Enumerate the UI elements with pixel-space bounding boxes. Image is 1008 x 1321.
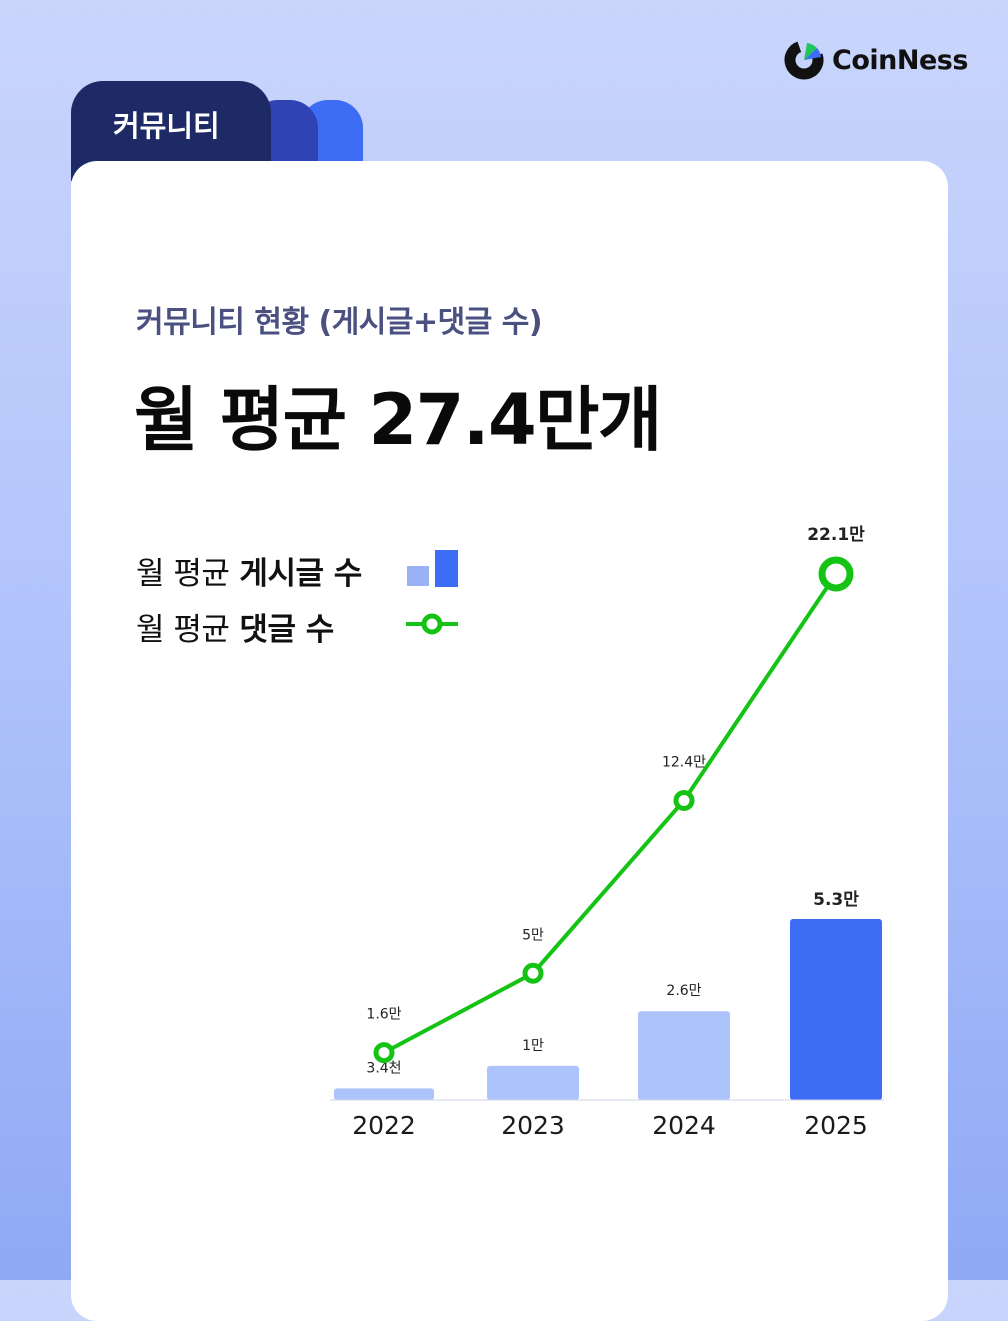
legend-comments-swatch: [406, 613, 458, 635]
point-comments-2022: [373, 1042, 395, 1064]
tab-community-label: 커뮤니티: [113, 109, 220, 143]
bar-label-2024: 2.6만: [666, 983, 701, 999]
bar-posts-2022: [334, 1088, 434, 1100]
x-tick-2024: 2024: [652, 1111, 716, 1140]
chart: 3.4천 1만 2.6만 5.3만 2022 2023 2024 2025 1.6만 5만 12.4…: [330, 525, 884, 1140]
legend-comments: 월 평균 댓글 수: [136, 604, 334, 649]
bar-label-2025: 5.3만: [813, 890, 859, 910]
legend-posts-prefix: 월 평균: [136, 556, 230, 592]
legend-posts-swatch-dark: [435, 550, 458, 587]
headline: 월 평균 27.4만개: [134, 379, 662, 461]
content-card: [71, 161, 948, 1321]
coinness-logo: CoinNess: [784, 40, 968, 80]
legend-posts: 월 평균 게시글 수: [136, 548, 362, 593]
legend-comments-bold: 댓글 수: [239, 612, 334, 648]
x-tick-2022: 2022: [352, 1111, 416, 1140]
x-tick-2023: 2023: [501, 1111, 565, 1140]
bar-label-2022: 3.4천: [366, 1060, 401, 1076]
legend-comments-prefix: 월 평균: [136, 612, 230, 648]
legend-posts-bold: 게시글 수: [239, 556, 362, 592]
point-label-2025: 22.1만: [807, 525, 865, 545]
point-label-2022: 1.6만: [366, 1007, 401, 1023]
line-comments: [383, 572, 838, 1055]
point-comments-2024: [673, 789, 695, 811]
coinness-logo-icon: [784, 40, 824, 80]
point-comments-2025: [818, 556, 854, 592]
point-comments-2023: [522, 962, 544, 984]
bar-posts-2025: [790, 919, 882, 1100]
bar-label-2023: 1만: [522, 1038, 544, 1054]
point-label-2023: 5만: [522, 927, 544, 943]
brand-name: CoinNess: [832, 44, 968, 76]
point-label-2024: 12.4만: [662, 754, 706, 770]
x-tick-2025: 2025: [804, 1111, 868, 1140]
bar-posts-2024: [638, 1011, 730, 1100]
bar-posts-2023: [487, 1065, 579, 1100]
legend-posts-swatch-light: [407, 566, 429, 586]
subtitle: 커뮤니티 현황 (게시글+댓글 수): [136, 305, 543, 340]
